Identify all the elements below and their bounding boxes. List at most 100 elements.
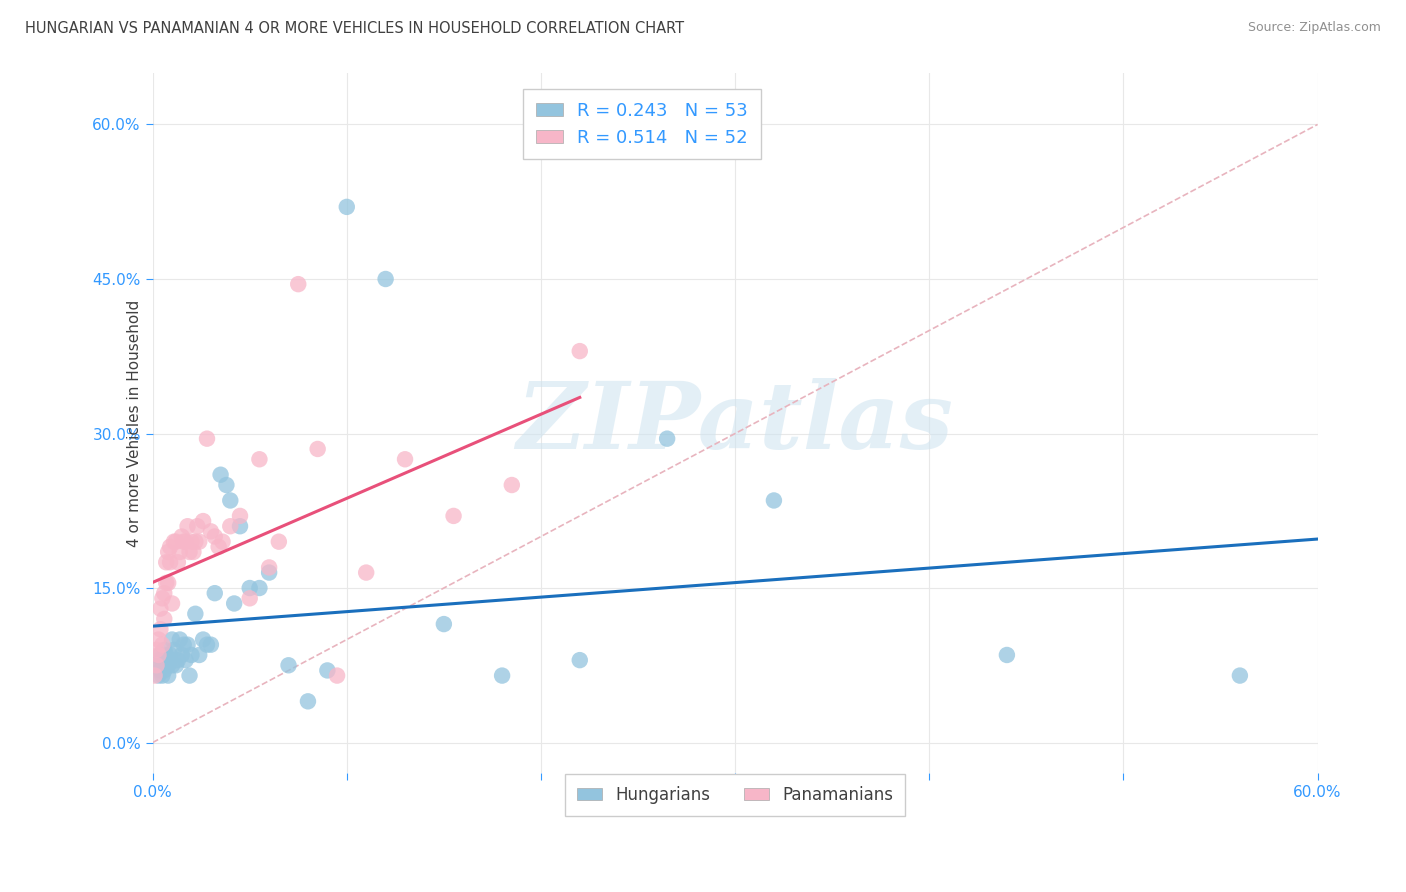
Point	[169, 632, 191, 647]
Point	[149, 648, 172, 662]
Point	[149, 622, 172, 636]
Point	[149, 601, 172, 615]
Point	[153, 643, 176, 657]
Point	[180, 534, 202, 549]
Point	[159, 540, 181, 554]
Point	[157, 658, 180, 673]
Point	[173, 534, 195, 549]
Point	[191, 514, 214, 528]
Point	[491, 668, 513, 682]
Point	[655, 432, 678, 446]
Point	[153, 612, 176, 626]
Point	[163, 534, 186, 549]
Point	[150, 653, 173, 667]
Point	[150, 591, 173, 606]
Point	[173, 638, 195, 652]
Point	[336, 200, 359, 214]
Point	[249, 452, 271, 467]
Point	[277, 658, 299, 673]
Text: HUNGARIAN VS PANAMANIAN 4 OR MORE VEHICLES IN HOUSEHOLD CORRELATION CHART: HUNGARIAN VS PANAMANIAN 4 OR MORE VEHICL…	[25, 21, 685, 37]
Point	[239, 591, 262, 606]
Point	[160, 597, 183, 611]
Point	[150, 668, 173, 682]
Point	[157, 575, 180, 590]
Point	[433, 617, 456, 632]
Point	[195, 638, 218, 652]
Point	[149, 664, 172, 678]
Point	[155, 555, 177, 569]
Point	[160, 632, 183, 647]
Point	[229, 508, 252, 523]
Point	[176, 638, 198, 652]
Point	[148, 668, 170, 682]
Point	[307, 442, 329, 456]
Point	[167, 555, 190, 569]
Point	[159, 555, 181, 569]
Point	[165, 534, 187, 549]
Point	[374, 272, 396, 286]
Point	[148, 632, 170, 647]
Point	[179, 545, 201, 559]
Point	[204, 586, 226, 600]
Point	[394, 452, 416, 467]
Point	[167, 653, 190, 667]
Point	[326, 668, 349, 682]
Point	[169, 545, 191, 559]
Point	[316, 664, 339, 678]
Text: ZIPatlas: ZIPatlas	[516, 378, 953, 468]
Point	[180, 648, 202, 662]
Point	[219, 519, 242, 533]
Point	[186, 519, 208, 533]
Point	[145, 658, 167, 673]
Point	[501, 478, 523, 492]
Point	[148, 653, 170, 667]
Point	[179, 668, 201, 682]
Point	[170, 529, 193, 543]
Point	[354, 566, 377, 580]
Point	[145, 658, 167, 673]
Point	[200, 524, 222, 539]
Point	[257, 560, 280, 574]
Point	[174, 653, 197, 667]
Text: Source: ZipAtlas.com: Source: ZipAtlas.com	[1247, 21, 1381, 35]
Point	[155, 575, 177, 590]
Point	[249, 581, 271, 595]
Point	[209, 467, 232, 482]
Point	[568, 344, 591, 359]
Point	[215, 478, 238, 492]
Legend: Hungarians, Panamanians: Hungarians, Panamanians	[565, 774, 904, 815]
Point	[159, 653, 181, 667]
Point	[188, 534, 211, 549]
Point	[239, 581, 262, 595]
Point	[184, 607, 207, 621]
Point	[176, 519, 198, 533]
Point	[195, 432, 218, 446]
Point	[155, 648, 177, 662]
Point	[211, 534, 233, 549]
Point	[159, 648, 181, 662]
Point	[229, 519, 252, 533]
Point	[153, 586, 176, 600]
Point	[160, 658, 183, 673]
Point	[267, 534, 290, 549]
Point	[224, 597, 246, 611]
Point	[219, 493, 242, 508]
Point	[153, 664, 176, 678]
Y-axis label: 4 or more Vehicles in Household: 4 or more Vehicles in Household	[127, 300, 142, 547]
Point	[443, 508, 465, 523]
Point	[183, 545, 205, 559]
Point	[170, 648, 193, 662]
Point	[995, 648, 1018, 662]
Point	[568, 653, 591, 667]
Point	[188, 648, 211, 662]
Point	[150, 638, 173, 652]
Point	[762, 493, 785, 508]
Point	[157, 668, 180, 682]
Point	[204, 529, 226, 543]
Point	[165, 658, 187, 673]
Point	[145, 643, 167, 657]
Point	[163, 643, 186, 657]
Point	[184, 534, 207, 549]
Point	[297, 694, 319, 708]
Point	[257, 566, 280, 580]
